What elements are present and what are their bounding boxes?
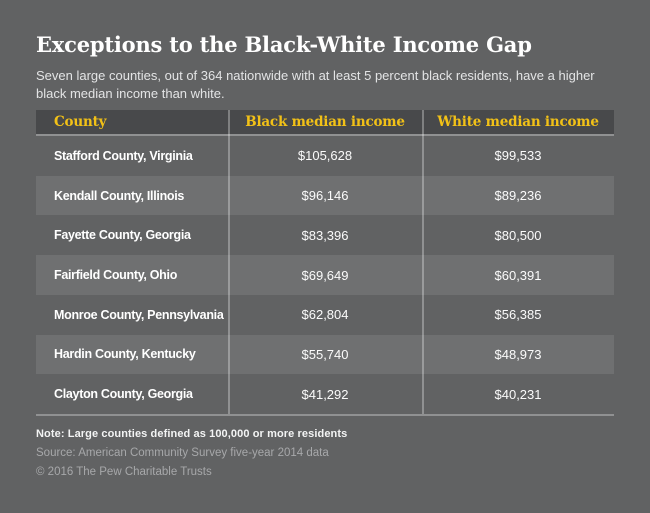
- table-row: Fairfield County, Ohio $69,649 $60,391: [36, 255, 614, 295]
- county-cell: Kendall County, Illinois: [54, 188, 185, 203]
- white-income-cell: $60,391: [494, 267, 542, 283]
- table-bottom-border: [36, 414, 614, 416]
- header-underline: [36, 134, 614, 136]
- white-income-cell: $89,236: [494, 188, 542, 204]
- white-income-cell: $80,500: [494, 227, 542, 243]
- table-row: Clayton County, Georgia $41,292 $40,231: [36, 374, 614, 414]
- income-table: County Black median income White median …: [36, 110, 614, 416]
- column-separator: [422, 110, 424, 414]
- source-text: Source: American Community Survey five-y…: [36, 447, 329, 459]
- county-cell: Hardin County, Kentucky: [54, 347, 196, 362]
- table-header-row: County Black median income White median …: [36, 110, 614, 134]
- county-cell: Stafford County, Virginia: [54, 148, 193, 163]
- black-income-cell: $55,740: [301, 346, 349, 362]
- col-header-county: County: [54, 114, 107, 130]
- county-cell: Monroe County, Pennsylvania: [54, 307, 224, 322]
- black-income-cell: $96,146: [301, 188, 349, 204]
- white-income-cell: $56,385: [494, 307, 542, 323]
- column-separator: [228, 110, 230, 414]
- black-income-cell: $105,628: [297, 148, 353, 164]
- county-cell: Fairfield County, Ohio: [54, 268, 178, 283]
- page-subtitle: Seven large counties, out of 364 nationw…: [36, 68, 595, 101]
- table-row: Stafford County, Virginia $105,628 $99,5…: [36, 136, 614, 176]
- note-text: Note: Large counties defined as 100,000 …: [36, 428, 348, 440]
- white-income-cell: $48,973: [494, 346, 542, 362]
- page-title: Exceptions to the Black-White Income Gap: [36, 32, 532, 57]
- white-income-cell: $99,533: [494, 148, 542, 164]
- col-header-white-income: White median income: [437, 114, 599, 130]
- table-row: Fayette County, Georgia $83,396 $80,500: [36, 215, 614, 255]
- black-income-cell: $69,649: [301, 267, 349, 283]
- table-body: Stafford County, Virginia $105,628 $99,5…: [36, 136, 614, 414]
- black-income-cell: $83,396: [301, 227, 349, 243]
- county-cell: Fayette County, Georgia: [54, 228, 191, 243]
- col-header-black-income: Black median income: [245, 114, 405, 130]
- black-income-cell: $41,292: [301, 386, 349, 402]
- copyright-text: © 2016 The Pew Charitable Trusts: [36, 466, 212, 478]
- white-income-cell: $40,231: [494, 386, 542, 402]
- table-row: Monroe County, Pennsylvania $62,804 $56,…: [36, 295, 614, 335]
- black-income-cell: $62,804: [301, 307, 349, 323]
- table-row: Kendall County, Illinois $96,146 $89,236: [36, 175, 614, 216]
- county-cell: Clayton County, Georgia: [54, 387, 193, 402]
- table-row: Hardin County, Kentucky $55,740 $48,973: [36, 334, 614, 375]
